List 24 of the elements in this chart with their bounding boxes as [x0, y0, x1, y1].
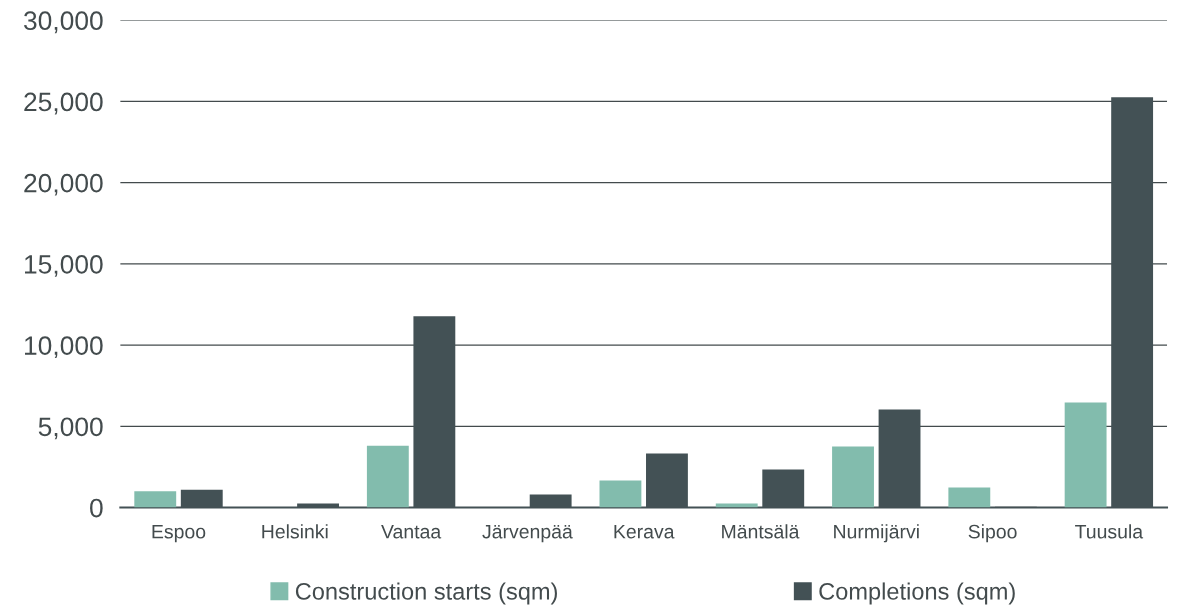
y-tick-label: 15,000: [25, 255, 103, 277]
bar: [1064, 402, 1107, 508]
y-tick-label: 20,000: [24, 173, 103, 196]
legend-label: Construction starts (sqm): [295, 582, 557, 605]
x-tick-label: Espoo: [152, 524, 206, 543]
x-tick-label: Tuusula: [1075, 524, 1144, 539]
y-tick-label: 5,000: [38, 417, 103, 440]
x-tick-label: Helsinki: [262, 524, 328, 539]
x-tick-label: Vantaa: [381, 524, 442, 539]
y-tick-label: 25,000: [24, 92, 103, 115]
x-tick-label: Mäntsälä: [722, 524, 800, 539]
x-tick-label: Sipoo: [968, 524, 1017, 543]
bar: [832, 446, 874, 508]
y-tick-label: 10,000: [25, 336, 103, 359]
x-tick-label: Järvenpää: [482, 524, 573, 543]
y-tick-label: 0: [90, 498, 103, 518]
legend-label: Completions (sqm): [819, 582, 1015, 605]
y-tick-label: 30,000: [23, 11, 103, 34]
bar: [948, 487, 991, 508]
bar: [366, 445, 409, 508]
bar: [599, 480, 642, 508]
x-tick-label: Kerava: [614, 524, 675, 539]
x-tick-label: Nurmijärvi: [834, 524, 919, 543]
bar: [134, 491, 177, 508]
